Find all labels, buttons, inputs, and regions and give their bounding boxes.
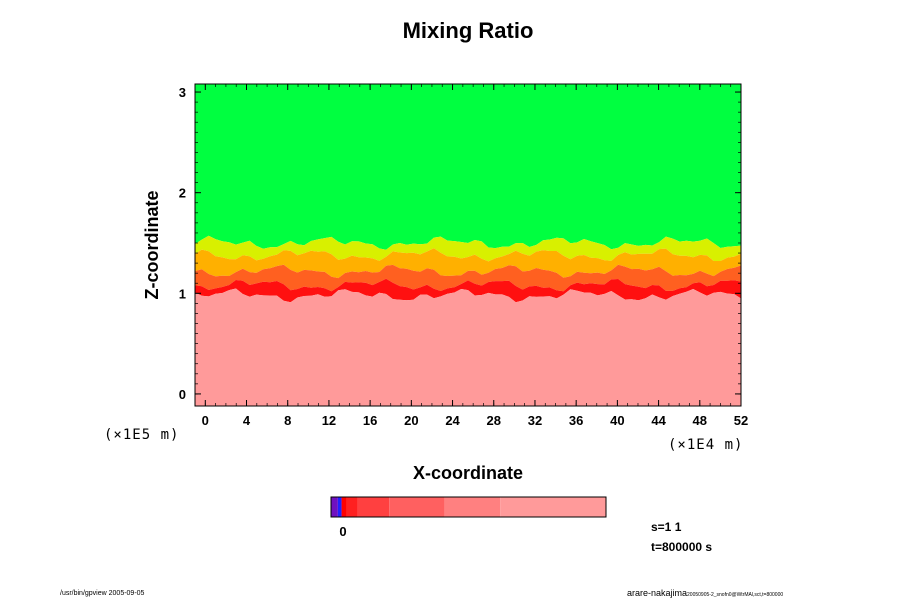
x-tick-label: 16 — [363, 413, 377, 428]
x-axis-label: X-coordinate — [413, 463, 523, 483]
colorbar-segment — [337, 497, 342, 517]
colorbar-tick-label: 0 — [339, 524, 346, 539]
x-tick-label: 36 — [569, 413, 583, 428]
colorbar-segment — [341, 497, 347, 517]
colorbar-segment — [346, 497, 358, 517]
plot-frame — [194, 83, 742, 407]
colorbar-segment — [331, 497, 338, 517]
footer-right-small: 20050905-2_snofn0@WtrMAl,sct,t=800000 — [687, 592, 783, 598]
y-axis-label: Z-coordinate — [142, 190, 162, 299]
x-tick-label: 48 — [693, 413, 707, 428]
footer-right-main: arare-nakajima — [627, 588, 687, 598]
layer-red-band — [195, 278, 741, 303]
x-tick-label: 32 — [528, 413, 542, 428]
footer-right: arare-nakajima20050905-2_snofn0@WtrMAl,s… — [627, 588, 783, 598]
colorbar — [330, 496, 607, 518]
x-tick-label: 44 — [651, 413, 666, 428]
y-tick-label: 2 — [179, 186, 186, 201]
layer-yellow-band — [195, 235, 741, 262]
colorbar-segment — [444, 497, 501, 517]
heatmap-field — [195, 84, 741, 406]
x-tick-label: 28 — [487, 413, 501, 428]
x-tick-label: 4 — [243, 413, 251, 428]
info-line-s: s=1 1 — [651, 520, 682, 534]
x-axis-ticks: 0 4 8 12 16 20 24 28 32 36 40 44 48 52 — [194, 84, 748, 428]
y-tick-label: 1 — [179, 286, 186, 301]
y-scale-label: (×1E5 m) — [104, 427, 179, 443]
colorbar-segment — [389, 497, 445, 517]
y-tick-label: 0 — [179, 387, 186, 402]
colorbar-segment — [500, 497, 606, 517]
colorbar-segment — [357, 497, 390, 517]
x-tick-label: 8 — [284, 413, 291, 428]
y-tick-label: 3 — [179, 85, 186, 100]
x-tick-label: 24 — [445, 413, 460, 428]
chart-title: Mixing Ratio — [403, 18, 534, 43]
x-tick-label: 40 — [610, 413, 624, 428]
layer-orange-band — [195, 248, 741, 279]
info-line-t: t=800000 s — [651, 540, 712, 554]
x-scale-label: (×1E4 m) — [668, 437, 743, 453]
footer-left: /usr/bin/gpview 2005-09-05 — [60, 590, 145, 597]
x-tick-label: 20 — [404, 413, 418, 428]
layer-orange-red-band — [195, 264, 741, 292]
x-tick-label: 0 — [202, 413, 209, 428]
layer-lower — [195, 288, 741, 406]
x-tick-label: 52 — [734, 413, 748, 428]
x-tick-label: 12 — [322, 413, 336, 428]
colorbar-frame — [330, 496, 607, 518]
layer-upper — [195, 84, 741, 250]
y-axis-ticks: 0 1 2 3 — [179, 85, 741, 402]
